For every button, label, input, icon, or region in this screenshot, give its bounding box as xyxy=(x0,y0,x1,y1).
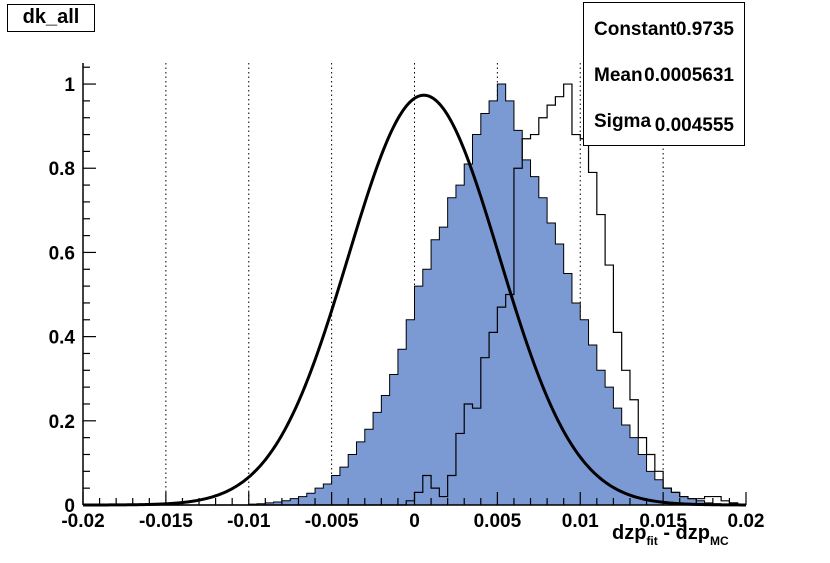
y-tick-label: 0.2 xyxy=(49,412,75,433)
y-tick-label: 0 xyxy=(64,496,75,517)
stats-row-constant: Constant 0.9735 xyxy=(594,19,734,43)
x-label-sub1: fit xyxy=(646,534,658,548)
x-tick-label: -0.01 xyxy=(227,511,271,532)
stats-value: 0.0005631 xyxy=(644,65,734,86)
x-label-sub2: MC xyxy=(709,534,729,548)
stats-row-sigma: Sigma 0.004555 xyxy=(594,111,734,136)
tick-labels: -0.02 -0.015 -0.01 -0.005 0 0.005 0.01 0.015 0.0… xyxy=(49,75,765,532)
histogram-title: dk_all xyxy=(7,4,95,32)
x-tick-label: -0.02 xyxy=(61,511,104,532)
x-tick-label: 0.015 xyxy=(639,511,687,532)
x-tick-label: 0.01 xyxy=(562,511,599,532)
x-tick-label: 0 xyxy=(409,511,420,532)
stats-value: 0.004555 xyxy=(654,115,734,136)
stats-key: Mean xyxy=(594,65,643,86)
x-label-base1: dzp xyxy=(612,522,647,544)
x-axis-label: dzpfit - dzpMC xyxy=(612,522,762,556)
stats-value: 0.9735 xyxy=(675,19,734,40)
stats-key: Sigma xyxy=(594,111,652,132)
y-tick-label: 0.4 xyxy=(49,328,76,349)
x-label-base2: dzp xyxy=(675,522,710,544)
y-tick-label: 0.8 xyxy=(49,159,75,180)
x-label-sep: - xyxy=(657,522,676,544)
filled-histogram-series xyxy=(83,83,746,506)
x-tick-label: -0.015 xyxy=(139,511,193,532)
y-tick-label: 0.6 xyxy=(49,243,75,264)
stats-key: Constant xyxy=(594,19,677,40)
x-tick-label: -0.005 xyxy=(305,511,359,532)
x-tick-label: 0.02 xyxy=(728,511,765,532)
stats-row-mean: Mean 0.0005631 xyxy=(594,65,734,89)
filled-histogram-bars xyxy=(83,83,746,506)
axis-ticks xyxy=(82,66,747,506)
y-tick-label: 1 xyxy=(64,75,75,96)
stats-box: Constant 0.9735 Mean 0.0005631 Sigma 0.0… xyxy=(583,2,745,146)
gaussian-fit-curve xyxy=(83,93,746,507)
fit-line xyxy=(83,93,746,507)
x-tick-label: 0.005 xyxy=(474,511,522,532)
